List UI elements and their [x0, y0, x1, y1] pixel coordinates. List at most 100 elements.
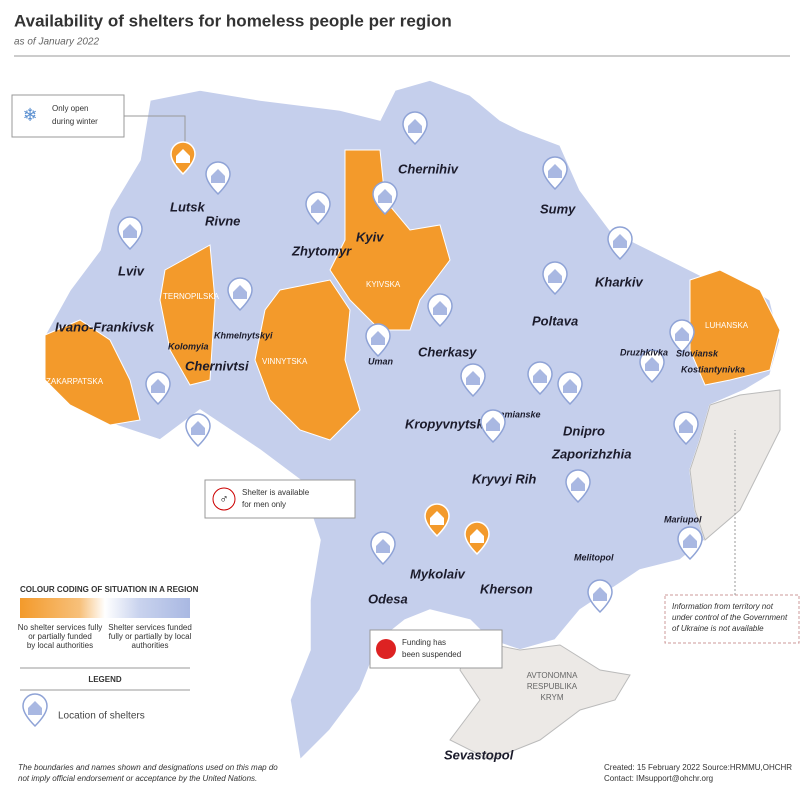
shelter-pin	[527, 361, 553, 396]
house-icon	[533, 369, 547, 383]
house-icon	[151, 379, 165, 393]
callout-text: Only open	[52, 104, 88, 113]
house-icon	[563, 379, 577, 393]
legend-low: No shelter services fully	[18, 623, 102, 632]
house-icon	[176, 149, 190, 163]
city-label: Dnipro	[563, 423, 605, 438]
region-ternopilska	[159, 244, 216, 386]
shelter-pin	[227, 277, 253, 312]
shelter-pin	[424, 503, 450, 538]
house-icon	[679, 419, 693, 433]
callout-winter: ❄ Only open during winter	[11, 94, 186, 150]
house-icon	[433, 301, 447, 315]
snowflake-icon: ❄	[22, 105, 37, 125]
shelter-pin	[677, 526, 703, 561]
shelter-pin	[22, 693, 48, 728]
house-icon	[371, 331, 385, 345]
city-label: Kharkiv	[595, 274, 643, 289]
callout-text: Information from territory not	[672, 602, 774, 611]
city-label: Kamianske	[493, 409, 541, 419]
house-icon	[123, 224, 137, 238]
city-label: Kryvyi Rih	[472, 471, 536, 486]
house-icon	[675, 327, 689, 341]
house-icon	[211, 169, 225, 183]
region-luhanska	[689, 269, 781, 386]
disclaimer: not imply official endorsement or accept…	[18, 774, 257, 783]
disclaimer: The boundaries and names shown and desig…	[18, 763, 278, 772]
region-label: RESPUBLIKA	[527, 682, 578, 691]
region-label: KYIVSKA	[366, 280, 401, 289]
legend-gradient	[20, 598, 190, 618]
callout-text: been suspended	[402, 650, 461, 659]
city-label: Cherkasy	[418, 344, 477, 359]
city-label: Kyiv	[356, 229, 384, 244]
city-label: Zaporizhzhia	[551, 446, 631, 461]
region-label: VINNYTSKA	[262, 357, 308, 366]
callout-text: for men only	[242, 500, 286, 509]
legend-low: or partially funded	[28, 632, 92, 641]
city-label: Kostiantynivka	[681, 364, 745, 374]
house-icon	[466, 371, 480, 385]
title: Availability of shelters for homeless pe…	[14, 11, 452, 30]
shelter-pin	[639, 349, 665, 384]
shelter-pin	[673, 411, 699, 446]
shelter-pin	[542, 261, 568, 296]
shelter-pin	[365, 323, 391, 358]
city-label: Sumy	[540, 201, 576, 216]
region-vinnytska	[254, 279, 361, 441]
shelter-pin	[669, 319, 695, 354]
region-label: TERNOPILSKA	[163, 292, 220, 301]
city-label: Sevastopol	[444, 747, 514, 762]
house-icon	[548, 164, 562, 178]
city-label: Uman	[368, 356, 394, 366]
shelter-pin	[145, 371, 171, 406]
city-label: Lutsk	[170, 199, 205, 214]
house-icon	[311, 199, 325, 213]
shelter-pin	[427, 293, 453, 328]
callout-text: during winter	[52, 117, 98, 126]
shelter-pin	[480, 409, 506, 444]
shelter-pin	[372, 181, 398, 216]
region-label: ZAKARPATSKA	[46, 377, 104, 386]
shelter-pin	[117, 216, 143, 251]
legend-title: LEGEND	[88, 675, 122, 684]
city-label: Mariupol	[664, 514, 702, 524]
credits: Contact: IMsupport@ohchr.org	[604, 774, 713, 783]
subtitle: as of January 2022	[14, 37, 99, 48]
shelter-pin	[170, 141, 196, 176]
city-label: Kherson	[480, 581, 533, 596]
house-icon	[645, 357, 659, 371]
house-icon	[470, 529, 484, 543]
house-icon	[571, 477, 585, 491]
legend-low: by local authorities	[27, 641, 93, 650]
callout-men: ♂ Shelter is available for men only	[204, 479, 356, 519]
shelter-pin	[205, 161, 231, 196]
callout-text: Shelter is available	[242, 488, 310, 497]
callout-territory: Information from territory not under con…	[664, 430, 800, 644]
shelter-pin	[402, 111, 428, 146]
region-label: KRYM	[541, 693, 564, 702]
house-icon	[191, 421, 205, 435]
legend-heading: COLOUR CODING OF SITUATION IN A REGION	[20, 585, 199, 594]
house-icon	[408, 119, 422, 133]
legend: COLOUR CODING OF SITUATION IN A REGION N…	[18, 585, 199, 722]
city-label: Khmelnytskyi	[214, 330, 273, 340]
city-label: Chernivtsi	[185, 358, 249, 373]
house-icon	[378, 189, 392, 203]
shelter-pin	[557, 371, 583, 406]
region-zakarpatska	[44, 319, 141, 426]
region-label: AVTONOMNA	[527, 671, 578, 680]
legend-high: Shelter services funded	[108, 623, 192, 632]
shelter-pin	[460, 363, 486, 398]
house-icon	[613, 234, 627, 248]
shelter-pin	[370, 531, 396, 566]
city-label: Lviv	[118, 263, 145, 278]
city-label: Ivano-Frankivsk	[55, 319, 155, 334]
house-icon	[233, 285, 247, 299]
city-label: Kropyvnytskyi	[405, 416, 495, 431]
house-icon	[548, 269, 562, 283]
shelter-pin	[542, 156, 568, 191]
callout-funding: Funding has been suspended	[369, 629, 503, 669]
house-icon	[593, 587, 607, 601]
